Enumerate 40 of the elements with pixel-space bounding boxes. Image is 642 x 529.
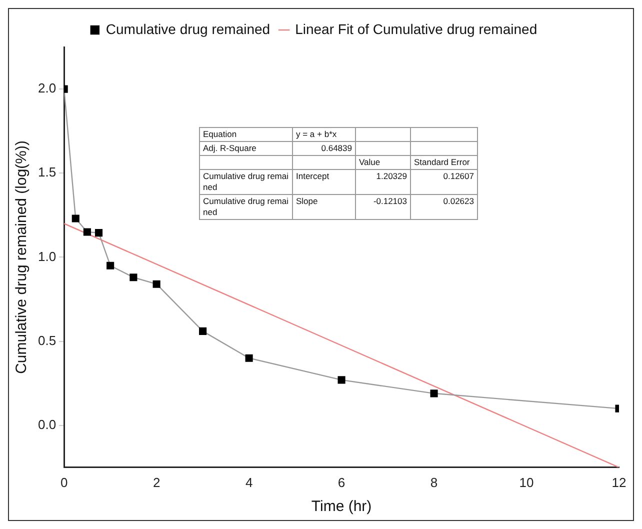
annotation: -0.12103 <box>356 194 410 220</box>
annotation: 0.12607 <box>410 170 478 194</box>
legend-label: Cumulative drug remained <box>106 20 270 37</box>
point <box>94 229 103 237</box>
annotation: Slope <box>292 194 356 220</box>
x-tick-label: 0 <box>60 474 68 490</box>
x-tick-label: 6 <box>338 474 346 490</box>
y-tick-label: 1.5 <box>38 164 56 180</box>
y-axis-title: Cumulative drug remained (log(%)) <box>13 140 30 374</box>
point <box>338 376 346 384</box>
y-tick-label: 0.0 <box>38 416 56 432</box>
annotation: Equation <box>200 128 292 142</box>
annotation: 1.20329 <box>356 170 410 194</box>
point <box>245 354 253 362</box>
point <box>199 327 207 335</box>
point <box>83 228 91 236</box>
annotation: 0.02623 <box>410 194 478 220</box>
x-axis-title: Time (hr) <box>311 498 372 516</box>
point <box>72 214 80 222</box>
annotation: Adj. R-Square <box>200 142 292 156</box>
point <box>152 280 160 288</box>
y-tick-label: 0.5 <box>38 332 56 348</box>
x-tick-label: 4 <box>245 474 253 490</box>
y-tick-label: 1.0 <box>38 248 56 264</box>
point <box>106 262 114 270</box>
point <box>430 390 438 398</box>
annotation: y = a + b*x <box>292 128 356 142</box>
annotation: Cumulative drug remained <box>200 194 292 220</box>
x-tick-label: 10 <box>519 474 534 490</box>
y-tick-label: 2.0 <box>38 80 56 96</box>
annotation: Cumulative drug remained <box>200 170 292 194</box>
annotation: Value <box>356 156 410 170</box>
annotation: 0.64839 <box>292 142 356 156</box>
point <box>130 274 138 282</box>
legend-label: Linear Fit of Cumulative drug remained <box>295 20 538 37</box>
x-tick-label: 8 <box>430 474 438 490</box>
x-tick-label: 12 <box>612 474 626 490</box>
annotation: Standard Error <box>410 156 478 170</box>
x-tick-label: 2 <box>152 474 160 490</box>
annotation: Intercept <box>292 170 356 194</box>
